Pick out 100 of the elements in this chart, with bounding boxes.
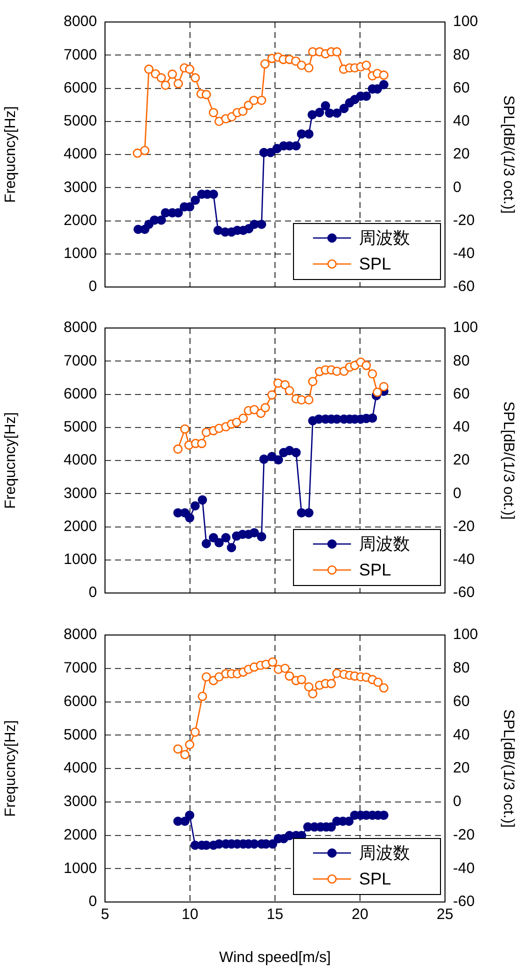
- y-tick-label: 1000: [64, 245, 97, 262]
- point: [324, 108, 334, 118]
- point: [156, 215, 166, 225]
- point: [190, 501, 200, 511]
- point: [198, 495, 208, 505]
- y-tick-label: 5000: [64, 112, 97, 130]
- point: [213, 226, 223, 236]
- point: [256, 532, 266, 542]
- legend-label: SPL: [359, 870, 392, 889]
- y-tick-label: 6000: [64, 385, 97, 402]
- x-tick-label: 20: [352, 906, 368, 924]
- point: [260, 59, 270, 69]
- y2-tick-label: -40: [453, 551, 475, 568]
- point: [368, 369, 378, 379]
- y-tick-label: 0: [88, 893, 97, 910]
- y-tick-label: 6000: [64, 692, 97, 710]
- point: [185, 740, 194, 750]
- y2-axis-title: SPL[dB/(1/3 oct.)]: [500, 709, 517, 828]
- y2-tick-label: 60: [453, 79, 470, 96]
- point: [291, 448, 301, 458]
- point: [284, 386, 294, 396]
- point: [379, 70, 388, 80]
- point: [256, 96, 266, 105]
- point: [232, 418, 242, 428]
- point: [304, 682, 314, 692]
- point: [202, 90, 211, 100]
- point: [208, 108, 218, 118]
- y2-tick-label: -60: [453, 584, 475, 602]
- point: [226, 542, 236, 552]
- point: [202, 538, 211, 548]
- point: [339, 104, 349, 114]
- y-tick-label: 2000: [64, 212, 97, 229]
- point: [256, 220, 266, 230]
- point: [214, 672, 224, 682]
- point: [304, 395, 314, 405]
- x-tick-label: 15: [266, 906, 284, 924]
- point: [344, 816, 354, 826]
- point: [156, 73, 166, 82]
- y-tick-label: 3000: [64, 484, 97, 502]
- x-axis-title: Wind speed[m/s]: [219, 949, 331, 966]
- point: [160, 80, 170, 90]
- point: [372, 388, 382, 397]
- point: [266, 148, 276, 158]
- x-tick-label: 5: [100, 906, 110, 924]
- point: [284, 671, 294, 681]
- point: [308, 376, 318, 386]
- y2-tick-label: 100: [453, 13, 478, 30]
- y2-tick-label: 60: [453, 692, 470, 710]
- point: [362, 60, 371, 70]
- y-tick-label: 4000: [64, 146, 97, 163]
- point: [320, 101, 330, 110]
- legend-label: SPL: [359, 560, 392, 580]
- point: [326, 678, 336, 688]
- point: [259, 454, 269, 464]
- point: [185, 513, 194, 522]
- y2-tick-label: -20: [453, 518, 475, 535]
- y-tick-label: 4000: [64, 452, 97, 469]
- point: [250, 528, 259, 538]
- y-tick-label: 7000: [64, 660, 97, 677]
- point: [185, 64, 194, 74]
- y-tick-label: 6000: [64, 79, 97, 96]
- point: [332, 47, 342, 56]
- y-tick-label: 8000: [64, 319, 97, 336]
- point: [332, 108, 342, 118]
- point: [202, 672, 211, 682]
- point: [379, 80, 388, 90]
- point: [249, 96, 259, 105]
- point: [208, 533, 218, 542]
- y2-tick-label: -20: [453, 212, 475, 229]
- y2-tick-label: 80: [453, 660, 470, 677]
- point: [296, 129, 306, 139]
- point: [379, 382, 388, 392]
- y2-tick-label: -40: [453, 860, 475, 877]
- y-tick-label: 0: [88, 584, 97, 602]
- legend-label: 周波数: [359, 228, 410, 248]
- x-tick-label: 10: [182, 906, 198, 924]
- point: [362, 360, 371, 370]
- y-tick-label: 3000: [64, 178, 97, 196]
- point: [185, 810, 194, 820]
- point: [190, 196, 200, 205]
- point: [173, 444, 183, 454]
- point: [379, 683, 388, 693]
- y2-tick-label: 40: [453, 726, 470, 744]
- point: [296, 60, 306, 70]
- y2-tick-label: 20: [453, 146, 470, 163]
- point: [268, 839, 278, 849]
- y2-tick-label: 0: [453, 178, 462, 196]
- y2-tick-label: 100: [453, 626, 478, 644]
- point: [174, 78, 183, 88]
- point: [198, 692, 208, 702]
- y-tick-label: 0: [88, 278, 97, 296]
- y2-tick-label: -40: [453, 245, 475, 262]
- point: [291, 141, 301, 151]
- y2-tick-label: 60: [453, 385, 470, 402]
- y-tick-label: 4000: [64, 760, 97, 777]
- point: [180, 816, 190, 826]
- y2-tick-label: 0: [453, 484, 462, 502]
- y-tick-label: 3000: [64, 793, 97, 810]
- y-tick-label: 7000: [64, 46, 97, 64]
- point: [296, 674, 306, 684]
